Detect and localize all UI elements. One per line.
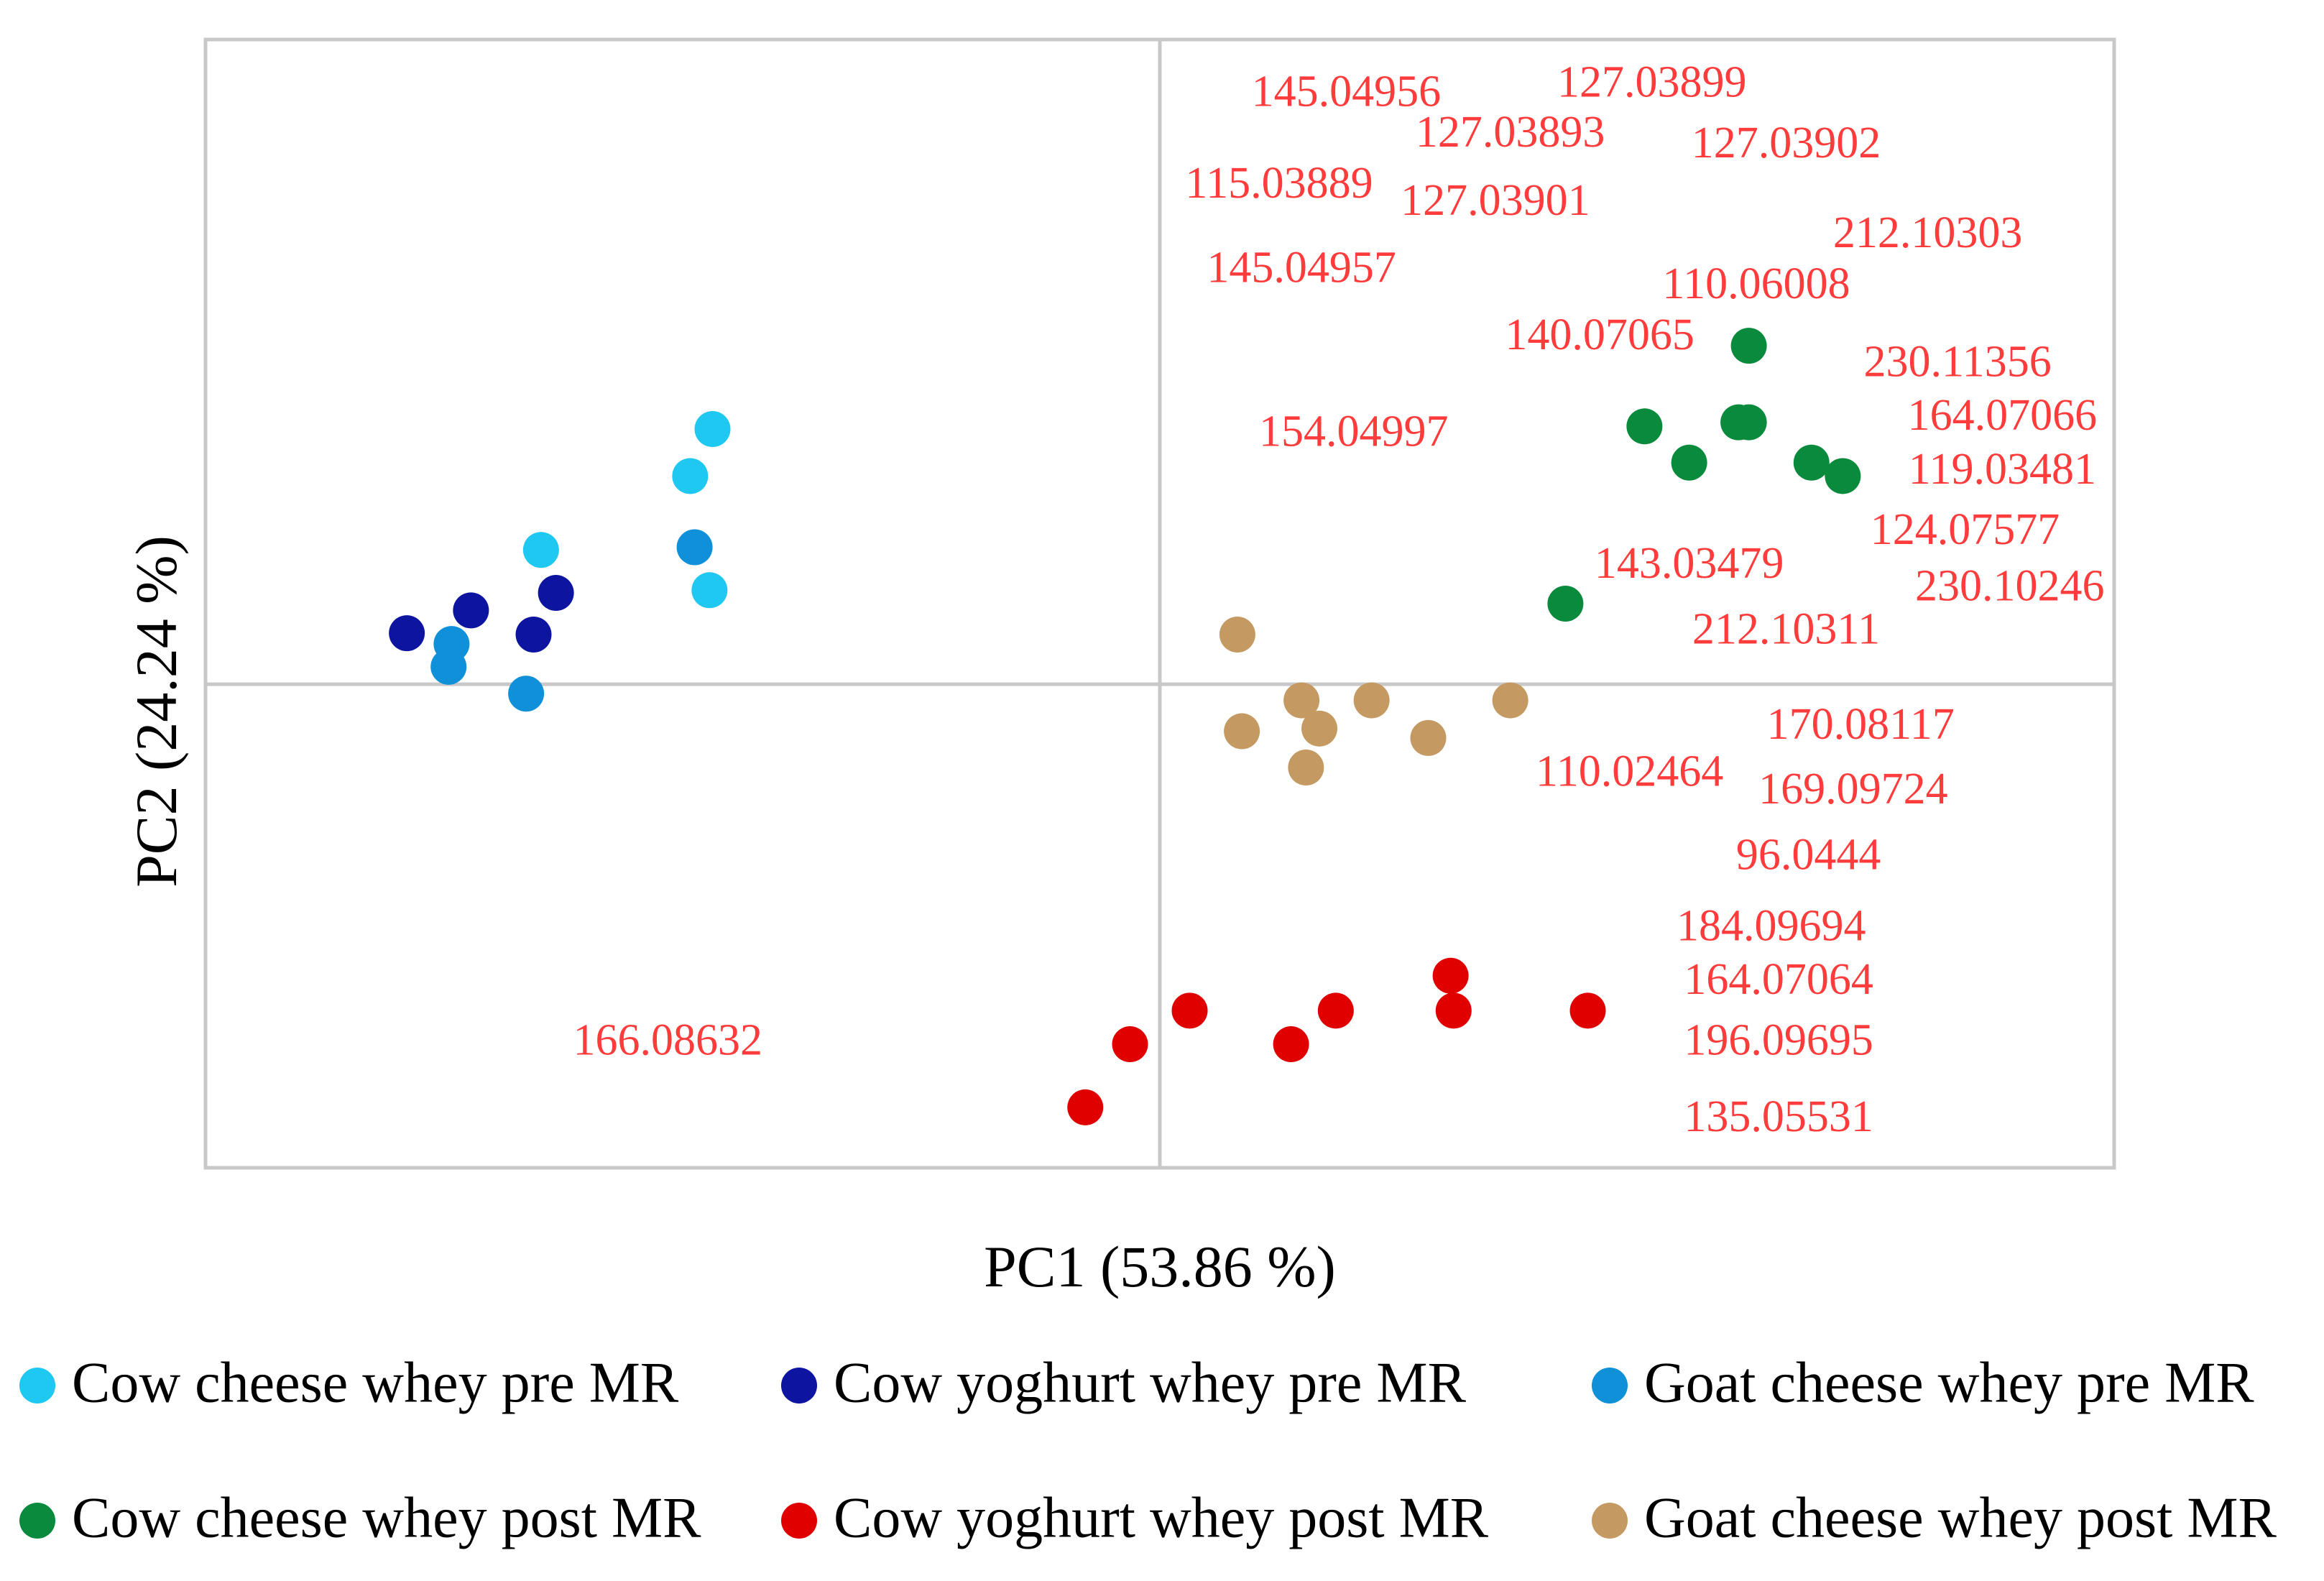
legend-marker [781, 1503, 817, 1539]
point-goat-cheese-whey-post-mr [1283, 682, 1320, 719]
legend-marker [781, 1368, 817, 1403]
legend-label: Goat cheese whey post MR [1644, 1486, 2277, 1549]
series-cow-yoghurt-whey-post-mr [1067, 957, 1606, 1125]
legend-marker [1592, 1503, 1628, 1539]
loading-label: 170.08117 [1767, 700, 1955, 749]
loading-label: 127.03893 [1416, 108, 1605, 157]
point-goat-cheese-whey-post-mr [1353, 682, 1390, 719]
point-cow-yoghurt-whey-pre-mr [515, 616, 552, 653]
point-cow-yoghurt-whey-post-mr [1432, 957, 1469, 994]
legend: Cow cheese whey pre MR Cow yoghurt whey p… [19, 1351, 2277, 1549]
loading-label: 184.09694 [1677, 901, 1866, 950]
series-cow-cheese-whey-pre-mr [522, 411, 731, 609]
point-cow-cheese-whey-pre-mr [691, 572, 728, 609]
loading-label: 230.10246 [1915, 562, 2105, 611]
point-cow-yoghurt-whey-post-mr [1273, 1026, 1309, 1063]
loading-label: 135.05531 [1684, 1092, 1873, 1141]
point-cow-cheese-whey-post-mr [1671, 444, 1707, 481]
point-cow-yoghurt-whey-post-mr [1112, 1026, 1148, 1063]
point-cow-cheese-whey-post-mr [1793, 444, 1830, 481]
point-cow-yoghurt-whey-post-mr [1317, 992, 1354, 1029]
loading-label: 115.03889 [1185, 159, 1373, 208]
point-cow-yoghurt-whey-post-mr [1435, 992, 1472, 1029]
point-goat-cheese-whey-post-mr [1301, 710, 1338, 747]
point-cow-yoghurt-whey-pre-mr [453, 592, 489, 629]
series-cow-cheese-whey-post-mr [1547, 328, 1861, 622]
loading-label: 164.07064 [1684, 955, 1873, 1004]
point-cow-cheese-whey-pre-mr [522, 532, 559, 568]
y-axis-title: PC2 (24.24 %) [124, 535, 189, 888]
point-cow-yoghurt-whey-post-mr [1171, 992, 1208, 1029]
loading-label: 110.02464 [1536, 747, 1723, 796]
loading-label: 154.04997 [1259, 407, 1449, 456]
loading-label: 127.03902 [1692, 119, 1881, 167]
legend-item-cow-yoghurt-whey-post-mr: Cow yoghurt whey post MR [781, 1486, 1489, 1549]
point-goat-cheese-whey-post-mr [1410, 719, 1447, 756]
point-cow-yoghurt-whey-pre-mr [538, 575, 574, 612]
score-points [389, 328, 1861, 1125]
point-cow-cheese-whey-post-mr [1825, 458, 1861, 494]
loading-label: 124.07577 [1871, 505, 2060, 554]
point-goat-cheese-whey-post-mr [1219, 616, 1255, 653]
legend-item-goat-cheese-whey-post-mr: Goat cheese whey post MR [1592, 1486, 2277, 1549]
legend-label: Cow yoghurt whey pre MR [834, 1351, 1467, 1414]
legend-label: Cow cheese whey pre MR [72, 1351, 679, 1414]
series-goat-cheese-whey-post-mr [1219, 616, 1528, 786]
point-cow-cheese-whey-pre-mr [672, 458, 709, 494]
legend-marker [1592, 1368, 1628, 1403]
loading-label: 119.03481 [1909, 445, 2096, 494]
point-cow-cheese-whey-post-mr [1730, 328, 1767, 364]
point-cow-yoghurt-whey-post-mr [1067, 1089, 1104, 1125]
loading-label: 212.10311 [1692, 604, 1880, 653]
loading-label: 143.03479 [1595, 539, 1784, 588]
legend-marker [19, 1368, 55, 1403]
loading-label: 196.09695 [1684, 1015, 1873, 1064]
legend-label: Goat cheese whey pre MR [1644, 1351, 2254, 1414]
loading-label: 230.11356 [1864, 337, 2052, 386]
x-axis-title: PC1 (53.86 %) [984, 1234, 1336, 1299]
legend-item-cow-cheese-whey-post-mr: Cow cheese whey post MR [19, 1486, 701, 1549]
point-goat-cheese-whey-post-mr [1288, 750, 1324, 786]
loading-label: 169.09724 [1758, 765, 1948, 813]
loading-label: 127.03901 [1401, 176, 1590, 225]
loading-label: 212.10303 [1833, 208, 2023, 257]
loading-label: 145.04957 [1207, 244, 1396, 292]
point-goat-cheese-whey-pre-mr [676, 529, 713, 566]
legend-label: Cow yoghurt whey post MR [834, 1486, 1489, 1549]
loading-label: 110.06008 [1662, 259, 1850, 308]
legend-label: Cow cheese whey post MR [72, 1486, 701, 1549]
point-cow-yoghurt-whey-pre-mr [389, 615, 425, 652]
loading-label: 145.04956 [1252, 68, 1442, 116]
legend-marker [19, 1503, 55, 1539]
legend-item-goat-cheese-whey-pre-mr: Goat cheese whey pre MR [1592, 1351, 2254, 1414]
point-cow-yoghurt-whey-post-mr [1569, 992, 1606, 1029]
loading-label: 140.07065 [1505, 310, 1694, 359]
loading-label: 127.03899 [1557, 58, 1747, 107]
loading-label: 164.07066 [1908, 391, 2098, 440]
legend-item-cow-cheese-whey-pre-mr: Cow cheese whey pre MR [19, 1351, 679, 1414]
point-goat-cheese-whey-post-mr [1492, 682, 1528, 719]
point-cow-cheese-whey-post-mr [1626, 408, 1663, 445]
series-goat-cheese-whey-pre-mr [430, 529, 713, 712]
point-goat-cheese-whey-pre-mr [508, 676, 545, 712]
point-goat-cheese-whey-post-mr [1224, 713, 1260, 750]
point-goat-cheese-whey-pre-mr [430, 648, 467, 685]
loading-label: 166.08632 [573, 1015, 763, 1064]
series-cow-yoghurt-whey-pre-mr [389, 575, 574, 653]
legend-item-cow-yoghurt-whey-pre-mr: Cow yoghurt whey pre MR [781, 1351, 1467, 1414]
point-cow-cheese-whey-pre-mr [694, 411, 731, 448]
loading-label: 96.0444 [1736, 830, 1881, 879]
point-cow-cheese-whey-post-mr [1547, 586, 1584, 622]
point-cow-cheese-whey-post-mr [1730, 404, 1767, 441]
